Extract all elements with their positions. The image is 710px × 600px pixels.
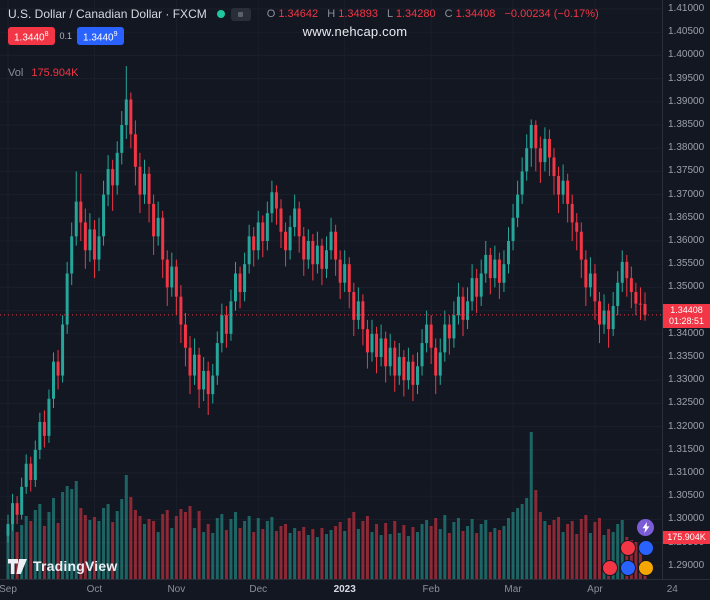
watermark: www.nehcap.com — [302, 24, 408, 39]
time-axis[interactable]: Sep Oct Nov Dec 2023 Feb Mar Apr 24 — [0, 579, 710, 600]
price-tick-label: 1.40500 — [668, 26, 705, 38]
ohlc-values: O 1.34642 H 1.34893 L 1.34280 C 1.34408 … — [261, 8, 599, 20]
price-tick-label: 1.33000 — [668, 374, 705, 386]
time-tick-label: Dec — [249, 584, 268, 595]
price-tick-label: 1.34000 — [668, 327, 705, 339]
change-value: −0.00234 (−0.17%) — [504, 8, 599, 20]
price-tick-label: 1.41000 — [668, 3, 705, 14]
volume-indicator-row: Vol 175.904K — [8, 67, 599, 79]
reaction-group-bottom — [600, 560, 654, 576]
quick-action-buttons — [600, 515, 654, 576]
reaction-blue-button[interactable] — [638, 540, 654, 556]
price-tick-label: 1.35000 — [668, 281, 705, 293]
close-label: C — [444, 8, 453, 20]
time-tick-label: Oct — [86, 584, 103, 595]
price-tick-label: 1.31500 — [668, 443, 705, 455]
reaction-group-top — [618, 540, 654, 556]
price-tick-label: 1.39000 — [668, 95, 705, 107]
volume-label[interactable]: Vol — [8, 67, 24, 80]
time-tick-label: Apr — [587, 584, 603, 595]
lightning-icon — [642, 522, 649, 533]
price-tick-label: 1.32000 — [668, 420, 705, 432]
open-label: O — [266, 8, 276, 20]
price-tick-label: 1.30500 — [668, 490, 705, 502]
reaction-orange-button[interactable] — [638, 560, 654, 576]
reaction-red2-button[interactable] — [602, 560, 618, 576]
price-tick-label: 1.31000 — [668, 467, 705, 478]
time-tick-label: Nov — [167, 584, 186, 595]
bar-countdown: 01:28:51 — [668, 315, 705, 326]
price-axis[interactable]: 1.34408 01:28:51 175.904K 1.41000 1.40500… — [662, 0, 710, 580]
market-status-icon — [216, 10, 225, 18]
open-value: 1.34642 — [278, 8, 319, 20]
price-tick-label: 1.30000 — [668, 513, 705, 525]
volume-value: 175.904K — [31, 67, 79, 80]
last-price-badge: 1.34408 01:28:51 — [663, 303, 710, 328]
time-tick-label: Feb — [422, 584, 440, 595]
price-tick-label: 1.37500 — [668, 165, 705, 177]
time-tick-label: 2023 — [333, 584, 356, 595]
price-tick-label: 1.38500 — [668, 119, 705, 130]
legend-more-button[interactable] — [230, 7, 251, 21]
buy-button[interactable]: 1.34409 — [77, 27, 124, 46]
last-price-value: 1.34408 — [670, 304, 703, 315]
sell-button[interactable]: 1.34408 — [8, 27, 55, 46]
close-value: 1.34408 — [455, 8, 496, 20]
candlestick-chart[interactable] — [0, 0, 662, 580]
symbol-title[interactable]: U.S. Dollar / Canadian Dollar · FXCM — [8, 7, 207, 21]
reaction-red-button[interactable] — [620, 540, 636, 556]
tradingview-wordmark: TradingView — [33, 558, 118, 574]
price-tick-label: 1.29000 — [668, 559, 705, 571]
price-tick-label: 1.38000 — [668, 142, 705, 154]
high-label: H — [327, 8, 336, 20]
price-tick-label: 1.36000 — [668, 235, 705, 246]
price-tick-label: 1.35500 — [668, 258, 705, 270]
time-tick-label: 24 — [666, 584, 678, 595]
volume-axis-badge: 175.904K — [663, 531, 710, 544]
price-tick-label: 1.37000 — [668, 188, 705, 200]
tradingview-logo-icon — [8, 558, 27, 574]
high-value: 1.34893 — [338, 8, 378, 20]
price-tick-label: 1.40000 — [668, 49, 705, 61]
spread-value: 0.1 — [59, 31, 73, 42]
time-tick-label: Mar — [504, 584, 522, 595]
price-tick-label: 1.39500 — [668, 72, 705, 84]
low-label: L — [387, 8, 393, 20]
tradingview-logo[interactable]: TradingView — [8, 558, 117, 574]
price-tick-label: 1.36500 — [668, 211, 705, 223]
time-tick-label: Sep — [0, 584, 17, 595]
price-tick-label: 1.32500 — [668, 397, 705, 409]
reaction-blue2-button[interactable] — [620, 560, 636, 576]
price-tick-label: 1.33500 — [668, 351, 705, 362]
chart-legend: U.S. Dollar / Canadian Dollar · FXCM O 1… — [8, 5, 599, 79]
lightning-button[interactable] — [637, 519, 654, 536]
low-value: 1.34280 — [395, 8, 436, 20]
